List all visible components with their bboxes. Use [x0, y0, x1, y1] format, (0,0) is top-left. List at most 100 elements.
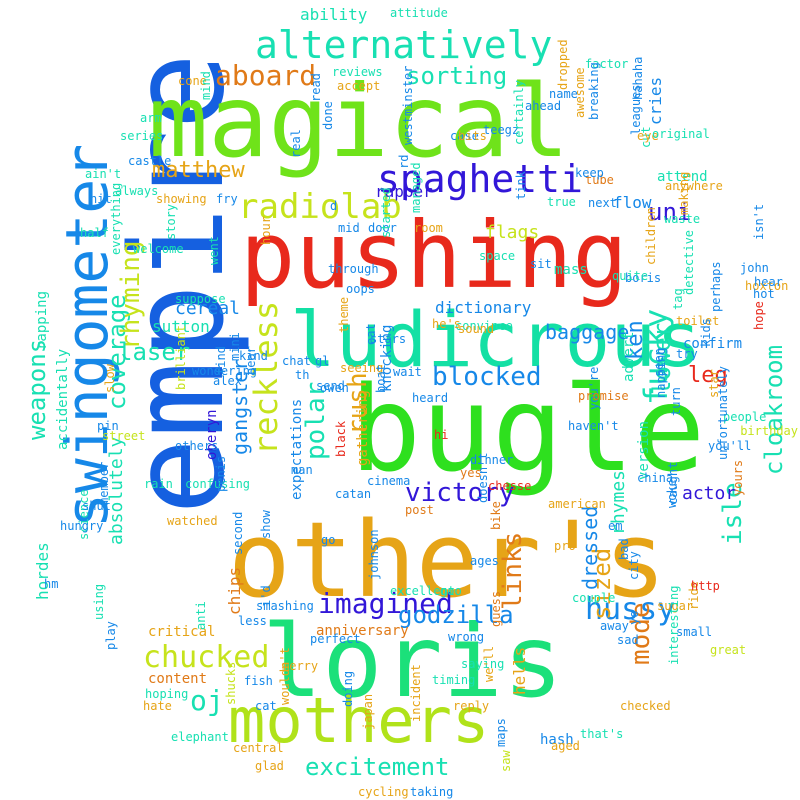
cloud-word: checked: [620, 699, 671, 713]
cloud-word: loris: [262, 603, 564, 720]
cloud-word: ahead: [525, 99, 562, 113]
cloud-word: chesse: [488, 479, 532, 493]
cloud-word: read: [309, 73, 323, 102]
cloud-word: flow: [613, 193, 652, 212]
cloud-word: catan: [335, 487, 372, 501]
cloud-word: radiolab: [238, 187, 402, 227]
cloud-word: tink: [514, 171, 528, 200]
cloud-word: wouldn't: [278, 647, 292, 705]
cloud-word: advert: [621, 331, 637, 382]
cloud-word: promise: [578, 389, 629, 403]
cloud-word: unfortunately: [716, 366, 730, 460]
cloud-word: cinema: [367, 474, 411, 488]
cloud-word: managed: [409, 162, 423, 213]
cloud-word: cycling: [358, 785, 409, 799]
cloud-word: wait: [393, 365, 422, 379]
cloud-word: china: [637, 471, 674, 485]
cloud-word: attitude: [390, 6, 448, 20]
cloud-word: bugle: [350, 360, 706, 498]
cloud-word: less: [238, 614, 267, 628]
cloud-word: real: [289, 129, 303, 158]
cloud-word: seeing: [340, 361, 384, 375]
cloud-word: pushing: [240, 202, 628, 309]
cloud-word: second: [231, 511, 245, 555]
cloud-word: arm: [140, 111, 162, 125]
cloud-word: hate: [143, 699, 172, 713]
cloud-word: welcome: [133, 242, 184, 256]
cloud-word: room: [414, 221, 443, 235]
cloud-word: others: [175, 439, 219, 453]
cloud-word: flags: [485, 222, 540, 243]
cloud-word: mass: [554, 262, 588, 278]
cloud-word: excitement: [305, 753, 450, 781]
cloud-word: mothers: [228, 684, 490, 757]
cloud-word: story: [164, 203, 178, 240]
cloud-word: hit: [90, 192, 112, 206]
cloud-word: expectations: [289, 398, 305, 500]
cloud-word: eye: [637, 129, 659, 143]
cloud-word: you'll: [708, 439, 752, 453]
cloud-word: rain: [144, 477, 173, 491]
cloud-word: saying: [461, 657, 505, 671]
cloud-word: guess: [489, 590, 503, 627]
cloud-word: maps: [494, 718, 508, 747]
cloud-word: th: [295, 368, 310, 382]
cloud-word: em: [608, 519, 623, 533]
cloud-word: excellent: [390, 584, 456, 598]
cloud-word: went: [207, 236, 221, 265]
cloud-word: shut: [82, 499, 111, 513]
cloud-word: tube: [585, 173, 614, 187]
cloud-word: cries: [646, 76, 665, 125]
cloud-word: hordes: [33, 542, 52, 600]
cloud-word: interesting: [667, 585, 681, 665]
cloud-word: away: [600, 619, 629, 633]
cloud-word: fish: [244, 674, 273, 688]
cloud-word: detective: [682, 229, 696, 295]
cloud-word: wondering: [192, 364, 258, 378]
cloud-word: toilet: [676, 314, 720, 328]
cloud-word: sit: [530, 257, 552, 271]
cloud-word: http: [691, 579, 720, 593]
cloud-word: chucked: [143, 640, 270, 675]
cloud-word: theme: [337, 296, 351, 333]
cloud-word: alex: [213, 374, 242, 388]
cloud-word: street: [102, 429, 146, 443]
cloud-word: eat: [364, 323, 378, 345]
cloud-word: watched: [167, 514, 218, 528]
cloud-word: mid: [338, 221, 360, 235]
cloud-word: waste: [664, 212, 701, 226]
cloud-word: dinner: [470, 453, 514, 467]
cloud-word: confusing: [185, 477, 251, 491]
cloud-word: ability: [300, 5, 368, 24]
cloud-word: post: [405, 503, 434, 517]
cloud-word: hm: [44, 577, 59, 591]
cloud-word: factor: [585, 57, 629, 71]
cloud-word: isn't: [752, 203, 766, 240]
cloud-word: teegz: [483, 123, 520, 137]
cloud-word: space: [479, 249, 516, 263]
cloud-word: penis: [214, 455, 228, 492]
cloud-word: critical: [148, 624, 216, 640]
cloud-word: american: [548, 497, 606, 511]
cloud-word: black: [334, 420, 348, 457]
cloud-word: kids: [699, 318, 713, 347]
cloud-word: gl: [315, 354, 330, 368]
cloud-word: bike: [489, 501, 503, 530]
cloud-word: hear: [754, 275, 783, 289]
cloud-word: door: [368, 221, 397, 235]
cloud-word: boat: [374, 364, 388, 393]
cloud-word: john: [740, 261, 769, 275]
cloud-word: confirm: [683, 336, 743, 352]
cloud-word: case: [450, 129, 479, 143]
cloud-word: hash: [540, 732, 574, 748]
cloud-word: d: [330, 199, 338, 213]
cloud-word: dressed: [578, 505, 602, 590]
cloud-word: timing: [432, 673, 476, 687]
cloud-word: laser: [118, 338, 191, 366]
cloud-word: rhyming: [116, 240, 146, 350]
cloud-word: castle: [128, 154, 172, 168]
cloud-word: stars: [370, 332, 407, 346]
cloud-word: saw: [499, 750, 513, 772]
cloud-word: oops: [346, 282, 375, 296]
